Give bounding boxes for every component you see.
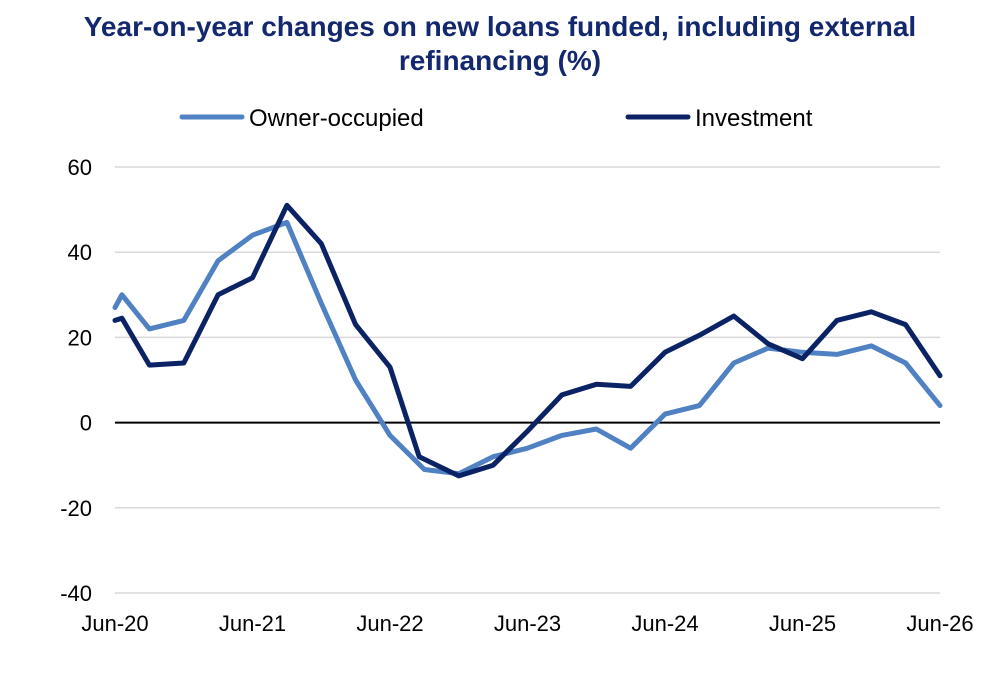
legend-label: Owner-occupied: [249, 105, 424, 132]
x-tick-label: Jun-25: [769, 611, 836, 636]
y-tick-label: 40: [68, 240, 92, 265]
chart-title-line1: Year-on-year changes on new loans funded…: [83, 11, 917, 42]
x-tick-label: Jun-20: [81, 611, 148, 636]
series-line-owner-occupied: [112, 219, 943, 477]
legend-label: Investment: [695, 105, 813, 132]
chart-title-line2: refinancing (%): [398, 45, 602, 76]
x-tick-label: Jun-23: [494, 611, 561, 636]
x-tick-label: Jun-24: [631, 611, 698, 636]
x-tick-label: Jun-21: [219, 611, 286, 636]
y-tick-label: -40: [60, 581, 92, 606]
y-tick-label: 0: [80, 411, 92, 436]
x-tick-label: Jun-22: [356, 611, 423, 636]
y-tick-label: 20: [68, 325, 92, 350]
y-tick-label: 60: [68, 155, 92, 180]
y-tick-label: -20: [60, 496, 92, 521]
series-line-investment: [112, 202, 943, 479]
x-tick-label: Jun-26: [906, 611, 973, 636]
chart-title: Year-on-year changes on new loans funded…: [0, 10, 1000, 78]
